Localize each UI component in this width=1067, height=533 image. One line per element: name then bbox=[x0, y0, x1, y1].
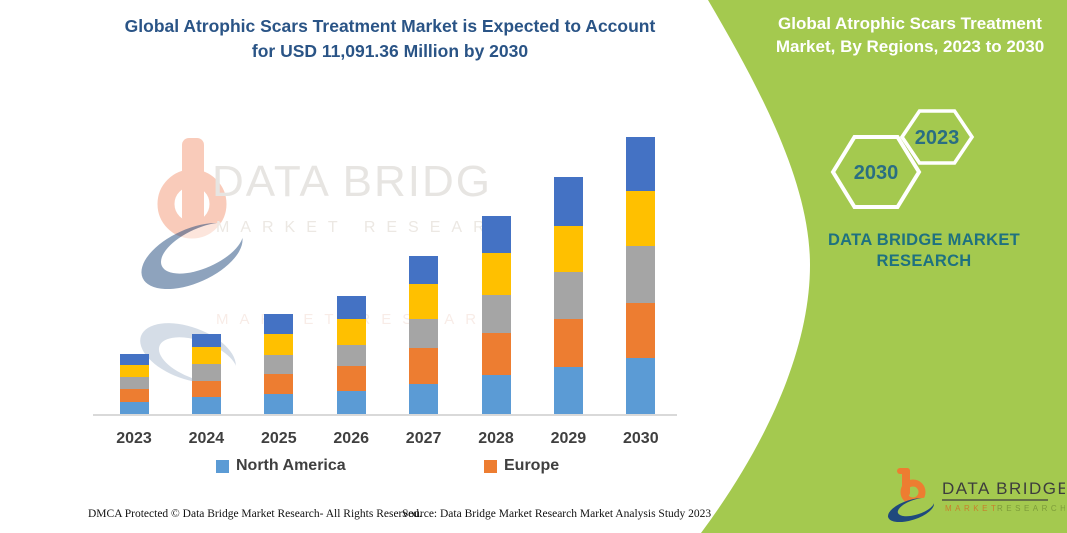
bar-segment-unlabeled-region-yellow bbox=[481, 253, 511, 295]
legend-item-europe: Europe bbox=[484, 457, 559, 475]
bar-segment-unlabeled-region-darkblue bbox=[481, 216, 511, 253]
bar-2024 bbox=[191, 334, 221, 414]
bar-segment-unlabeled-region-yellow bbox=[336, 319, 366, 345]
bar-segment-unlabeled-region-gray bbox=[336, 345, 366, 366]
page-title-line1: Global Atrophic Scars Treatment Market i… bbox=[124, 16, 656, 36]
x-axis-label-2024: 2024 bbox=[188, 430, 225, 447]
bar-segment-unlabeled-region-yellow bbox=[553, 226, 583, 272]
x-axis-label-2029: 2029 bbox=[550, 430, 587, 447]
bar-chart bbox=[93, 115, 677, 416]
logo-name: DATA BRIDGE bbox=[942, 479, 1065, 498]
bar-segment-unlabeled-region-gray bbox=[264, 355, 294, 374]
bar-segment-north-america bbox=[191, 397, 221, 414]
bar-segment-unlabeled-region-yellow bbox=[409, 284, 439, 319]
bar-segment-unlabeled-region-yellow bbox=[626, 191, 656, 246]
legend-label: Europe bbox=[504, 457, 560, 474]
bar-segment-europe bbox=[191, 381, 221, 397]
logo-sub-market: MARKET bbox=[945, 504, 999, 513]
bar-segment-unlabeled-region-yellow bbox=[191, 347, 221, 364]
bar-2023 bbox=[119, 354, 149, 414]
bar-segment-europe bbox=[264, 374, 294, 394]
bar-2030 bbox=[626, 136, 656, 414]
brand-text-line1: DATA BRIDGE MARKET bbox=[827, 231, 1021, 249]
bar-segment-europe bbox=[409, 348, 439, 384]
bar-2028 bbox=[481, 216, 511, 414]
bar-2029 bbox=[553, 177, 583, 414]
bar-segment-unlabeled-region-gray bbox=[553, 272, 583, 319]
bar-segment-europe bbox=[626, 303, 656, 358]
chart-legend: North America Europe bbox=[93, 457, 677, 477]
footer-source: Source: Data Bridge Market Research Mark… bbox=[402, 508, 712, 520]
x-axis-label-2026: 2026 bbox=[333, 430, 369, 447]
x-axis-label-2025: 2025 bbox=[261, 430, 297, 447]
hexagon-2030 bbox=[830, 135, 922, 209]
page-title-line2: for USD 11,091.36 Million by 2030 bbox=[251, 41, 529, 62]
legend-label: North America bbox=[236, 457, 346, 474]
bar-segment-north-america bbox=[409, 384, 439, 414]
bar-segment-europe bbox=[481, 333, 511, 375]
bar-2026 bbox=[336, 296, 366, 414]
bar-segment-unlabeled-region-darkblue bbox=[626, 136, 656, 191]
bar-segment-north-america bbox=[336, 391, 366, 414]
hexagon-2030-year: 2030 bbox=[854, 162, 899, 184]
brand-text: DATA BRIDGE MARKET RESEARCH bbox=[788, 230, 1060, 273]
bar-segment-unlabeled-region-yellow bbox=[119, 365, 149, 377]
page-title: Global Atrophic Scars Treatment Market i… bbox=[55, 14, 725, 65]
bar-segment-north-america bbox=[119, 402, 149, 414]
bar-segment-north-america bbox=[553, 367, 583, 414]
bar-segment-unlabeled-region-gray bbox=[626, 246, 656, 303]
brand-text-line2: RESEARCH bbox=[876, 252, 972, 271]
bar-segment-north-america bbox=[626, 358, 656, 414]
side-panel-title-line2: Market, By Regions, 2023 to 2030 bbox=[775, 36, 1045, 56]
bar-segment-unlabeled-region-yellow bbox=[264, 334, 294, 355]
hexagon-2023 bbox=[899, 109, 975, 165]
bar-segment-unlabeled-region-darkblue bbox=[336, 296, 366, 319]
x-axis-label-2027: 2027 bbox=[405, 430, 442, 447]
bar-segment-unlabeled-region-gray bbox=[191, 364, 221, 381]
hexagon-2023-year: 2023 bbox=[915, 127, 960, 149]
bar-segment-unlabeled-region-gray bbox=[481, 295, 511, 333]
bar-segment-unlabeled-region-gray bbox=[409, 319, 439, 348]
bar-segment-europe bbox=[336, 366, 366, 391]
legend-item-north-america: North America bbox=[216, 457, 346, 475]
bar-segment-unlabeled-region-darkblue bbox=[191, 334, 221, 347]
bar-2027 bbox=[409, 256, 439, 414]
x-axis-label-2028: 2028 bbox=[478, 430, 514, 447]
bar-segment-unlabeled-region-gray bbox=[119, 377, 149, 389]
logo-sub-research: RESEARCH bbox=[997, 504, 1065, 513]
data-bridge-logo: DATA BRIDGE MARKET RESEARCH bbox=[887, 468, 1065, 523]
legend-swatch bbox=[484, 459, 497, 473]
legend-swatch bbox=[216, 459, 229, 473]
bar-segment-unlabeled-region-darkblue bbox=[119, 354, 149, 365]
bar-segment-north-america bbox=[481, 375, 511, 414]
x-axis-label-2030: 2030 bbox=[623, 430, 659, 447]
logo-b-icon bbox=[887, 468, 935, 523]
x-axis-label-2023: 2023 bbox=[116, 430, 152, 447]
bar-2025 bbox=[264, 314, 294, 414]
x-axis-labels: 2023 2024 2025 2026 2027 2028 2029 2030 bbox=[93, 430, 677, 452]
footer-copyright: DMCA Protected © Data Bridge Market Rese… bbox=[88, 508, 422, 520]
bar-segment-north-america bbox=[264, 394, 294, 414]
bar-segment-unlabeled-region-darkblue bbox=[264, 314, 294, 334]
bar-segment-unlabeled-region-darkblue bbox=[553, 177, 583, 226]
bar-segment-europe bbox=[119, 389, 149, 402]
bar-segment-unlabeled-region-darkblue bbox=[409, 256, 439, 284]
bar-segment-europe bbox=[553, 319, 583, 367]
hexagon-year-badges: 2030 2023 bbox=[830, 109, 975, 209]
side-panel-title: Global Atrophic Scars Treatment Market, … bbox=[760, 13, 1060, 59]
side-panel-title-line1: Global Atrophic Scars Treatment bbox=[778, 14, 1042, 33]
